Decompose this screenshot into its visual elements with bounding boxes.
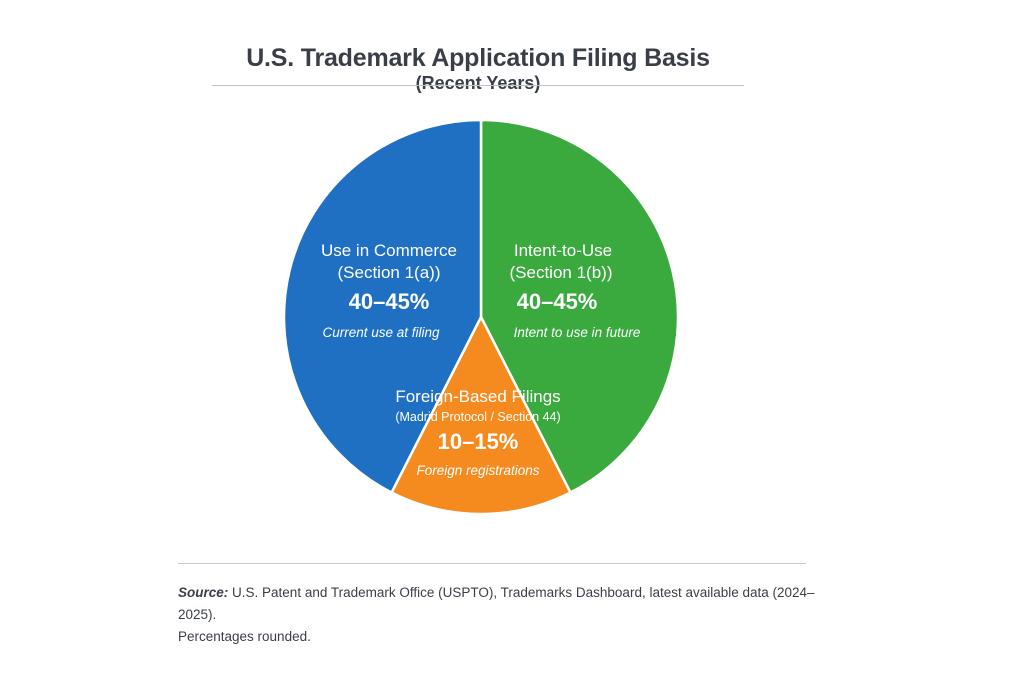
slice-desc-use-in-commerce: Current use at filing [322,325,440,340]
title-divider [212,85,744,86]
chart-title-sub: (Recent Years) [415,73,541,93]
slice-value-foreign-based: 10–15% [438,429,519,454]
slice-subtitle-intent-to-use: (Section 1(b)) [510,263,613,282]
chart-title-main: U.S. Trademark Application Filing Basis [246,44,710,72]
slice-use-in-commerce [282,118,483,494]
slice-foreign-based [390,315,572,516]
source-footnote: Percentages rounded. [178,629,311,644]
slice-value-use-in-commerce: 40–45% [349,289,430,314]
source-label: Source: [178,585,229,600]
slice-value-intent-to-use: 40–45% [517,289,598,314]
slice-label-use-in-commerce: Use in Commerce (Section 1(a)) 40–45% Cu… [321,241,457,340]
slice-name-intent-to-use: Intent-to-Use [514,241,612,260]
source-text: U.S. Patent and Trademark Office (USPTO)… [178,585,815,622]
chart-title: U.S. Trademark Application Filing Basis … [212,44,744,94]
slice-label-intent-to-use: Intent-to-Use (Section 1(b)) 40–45% Inte… [510,241,641,340]
slice-subtitle-use-in-commerce: (Section 1(a)) [338,263,441,282]
slice-label-foreign-based: Foreign-Based Filings (Madrid Protocol /… [395,387,560,478]
slice-intent-to-use [479,118,680,494]
source-note: Source: U.S. Patent and Trademark Office… [178,582,818,648]
slice-subtitle-foreign-based: (Madrid Protocol / Section 44) [395,410,560,424]
slice-desc-foreign-based: Foreign registrations [416,463,539,478]
source-divider [178,563,806,564]
slice-desc-intent-to-use: Intent to use in future [514,325,641,340]
pie-slices [282,118,680,516]
slice-name-use-in-commerce: Use in Commerce [321,241,457,260]
slice-name-foreign-based: Foreign-Based Filings [395,387,560,406]
